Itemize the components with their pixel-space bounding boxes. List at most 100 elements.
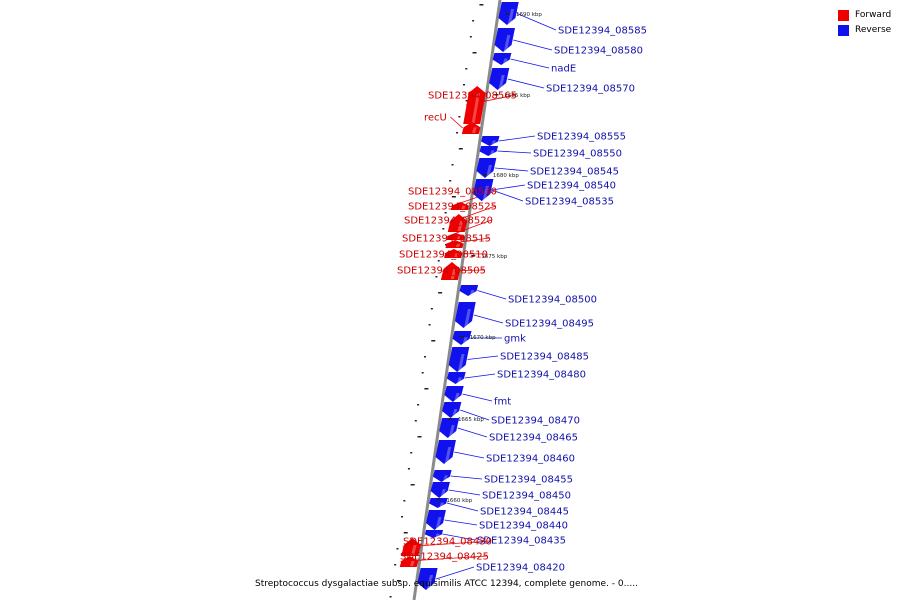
scale-label: 1665 kbp	[458, 417, 484, 423]
gene-label[interactable]: SDE12394_08540	[527, 181, 616, 192]
gene-arrow[interactable]	[448, 347, 470, 372]
gene-arrow-highlight	[457, 221, 464, 231]
minor-tick	[451, 196, 456, 198]
scale-tick	[447, 418, 452, 420]
gene-arrow[interactable]	[445, 240, 464, 248]
gene-label[interactable]: SDE12394_08520	[404, 216, 493, 227]
minor-tick	[407, 468, 410, 470]
gene-label[interactable]: gmk	[504, 334, 526, 345]
gene-arrow-highlight	[452, 409, 458, 417]
gene-arrow[interactable]	[435, 440, 456, 464]
gene-arrow[interactable]	[440, 262, 461, 280]
gene-label[interactable]: nadE	[551, 64, 576, 75]
gene-arrow-highlight	[457, 236, 462, 239]
gene-arrow[interactable]	[444, 386, 464, 402]
gene-arrow[interactable]	[492, 53, 512, 65]
gene-arrow[interactable]	[444, 249, 463, 258]
scale-label: 1670 kbp	[470, 335, 496, 341]
gene-label[interactable]: SDE12394_08585	[558, 26, 647, 37]
gene-arrow[interactable]	[461, 122, 481, 134]
gene-arrow[interactable]	[426, 510, 446, 530]
minor-tick	[421, 372, 424, 374]
scale-label: 1690 kbp	[516, 12, 542, 18]
gene-leader-line	[467, 355, 499, 360]
gene-arrow[interactable]	[463, 86, 486, 124]
gene-label[interactable]: SDE12394_08510	[399, 250, 488, 261]
gene-leader-line	[491, 184, 526, 191]
gene-label[interactable]: SDE12394_08550	[533, 149, 622, 160]
gene-arrow[interactable]	[401, 538, 421, 556]
gene-arrow[interactable]	[424, 530, 444, 538]
scale-label: 1685 kbp	[504, 93, 530, 99]
gene-arrow[interactable]	[494, 28, 515, 52]
gene-label[interactable]: SDE12394_08535	[525, 197, 614, 208]
gene-label[interactable]: SDE12394_08440	[479, 521, 568, 532]
minor-tick	[449, 180, 452, 182]
gene-arrow[interactable]	[481, 136, 500, 146]
gene-arrow[interactable]	[429, 498, 448, 508]
gene-label[interactable]: SDE12394_08505	[397, 266, 486, 277]
minor-tick	[396, 548, 399, 550]
gene-label[interactable]: SDE12394_08445	[480, 507, 569, 518]
gene-leader-line	[450, 475, 483, 480]
gene-arrow[interactable]	[442, 402, 462, 418]
gene-label[interactable]: SDE12394_08470	[491, 416, 580, 427]
gene-arrow[interactable]	[476, 158, 497, 178]
gene-arrow[interactable]	[446, 372, 466, 384]
legend-label-forward: Forward	[855, 10, 892, 20]
gene-label[interactable]: SDE12394_08530	[408, 187, 497, 198]
gene-label[interactable]: fmt	[494, 397, 511, 408]
gene-arrow[interactable]	[459, 285, 479, 296]
gene-label[interactable]: SDE12394_08495	[505, 319, 594, 330]
gene-arrow-highlight	[491, 140, 496, 145]
gene-arrow[interactable]	[446, 233, 465, 240]
gene-label[interactable]: SDE12394_08430	[403, 537, 492, 548]
gene-label[interactable]: SDE12394_08425	[400, 552, 489, 563]
gene-label[interactable]: SDE12394_08455	[484, 475, 573, 486]
gene-arrow-highlight	[444, 447, 452, 463]
gene-leader-line	[477, 290, 507, 300]
gene-arrow[interactable]	[430, 482, 450, 498]
gene-label[interactable]: SDE12394_08515	[402, 234, 491, 245]
gene-label[interactable]: SDE12394_08555	[537, 132, 626, 143]
gene-label[interactable]: SDE12394_08500	[508, 295, 597, 306]
gene-arrow[interactable]	[447, 214, 468, 232]
gene-arrow[interactable]	[473, 179, 494, 201]
gene-leader-line	[454, 451, 485, 459]
gene-arrow[interactable]	[454, 302, 476, 328]
gene-arrow[interactable]	[489, 68, 510, 90]
gene-arrow[interactable]	[439, 418, 460, 438]
gene-label[interactable]: SDE12394_08420	[476, 563, 565, 574]
genome-axis	[412, 0, 502, 600]
gene-label[interactable]: SDE12394_08485	[500, 352, 589, 363]
gene-label[interactable]: SDE12394_08450	[482, 491, 571, 502]
gene-arrow[interactable]	[452, 331, 472, 345]
gene-arrow-highlight	[472, 127, 477, 133]
gene-label[interactable]: SDE12394_08525	[408, 202, 497, 213]
gene-label[interactable]: SDE12394_08465	[489, 433, 578, 444]
gene-arrow-highlight	[435, 517, 442, 529]
gene-leader-line	[450, 116, 463, 129]
gene-arrow[interactable]	[399, 556, 419, 567]
gene-leader-line	[464, 373, 496, 379]
gene-leader-line	[457, 427, 488, 438]
gene-label[interactable]: SDE12394_08435	[477, 536, 566, 547]
gene-arrow[interactable]	[479, 146, 499, 156]
gene-arrow-highlight	[410, 560, 415, 566]
gene-leader-line	[494, 167, 529, 172]
gene-label[interactable]: SDE12394_08480	[497, 370, 586, 381]
gene-leader-line	[435, 566, 475, 580]
gene-label[interactable]: recU	[424, 113, 447, 124]
gene-arrow[interactable]	[450, 202, 470, 210]
gene-label[interactable]: SDE12394_08565	[428, 91, 517, 102]
gene-label[interactable]: SDE12394_08570	[546, 84, 635, 95]
minor-tick	[462, 84, 465, 86]
gene-label[interactable]: SDE12394_08580	[554, 46, 643, 57]
gene-label[interactable]: SDE12394_08460	[486, 454, 575, 465]
gene-arrow[interactable]	[417, 568, 438, 590]
scale-tick	[505, 13, 510, 15]
gene-label[interactable]: SDE12394_08545	[530, 167, 619, 178]
gene-arrow[interactable]	[432, 470, 452, 482]
scale-tick	[494, 94, 499, 96]
minor-tick	[437, 260, 440, 262]
